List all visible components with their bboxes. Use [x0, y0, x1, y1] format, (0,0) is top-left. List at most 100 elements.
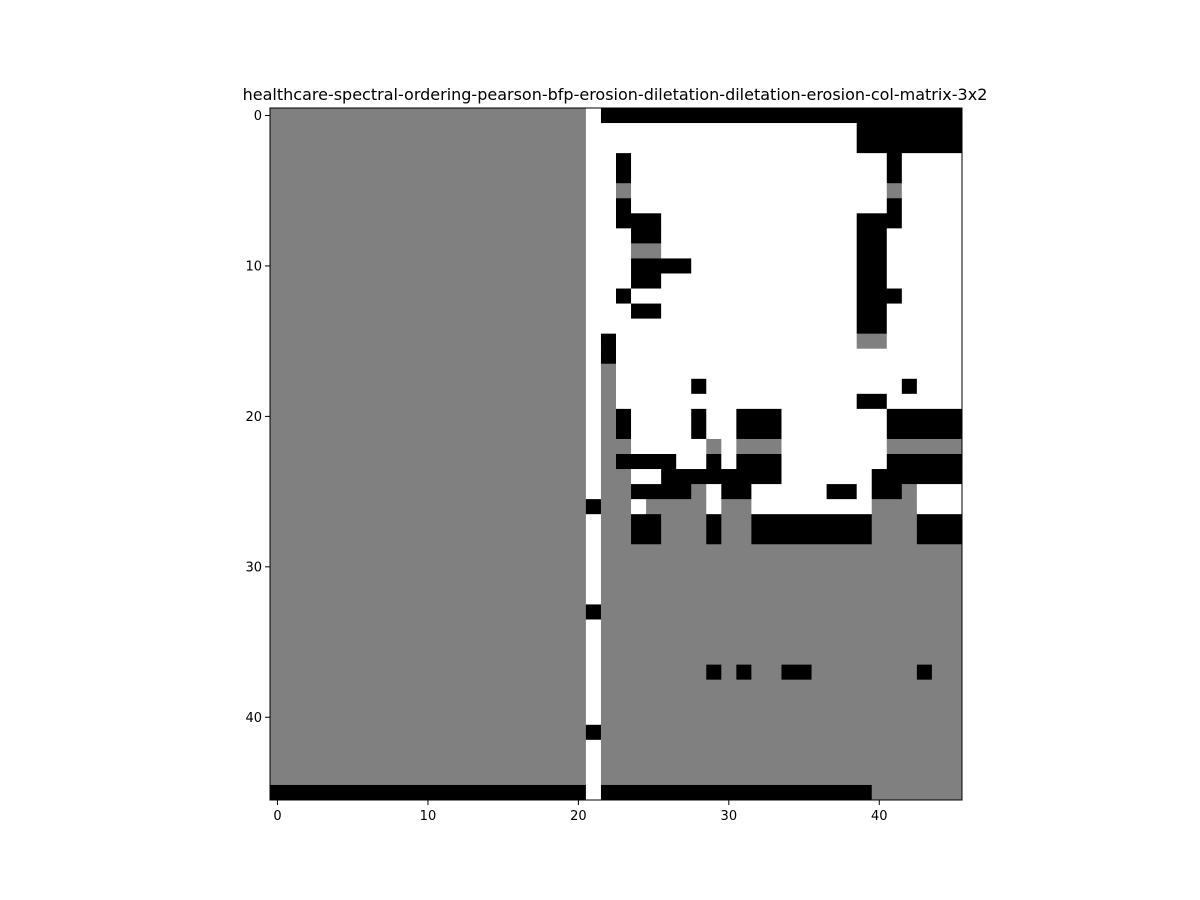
- heatmap-cell: [616, 454, 677, 469]
- heatmap-cell: [601, 499, 631, 514]
- heatmap-cell: [902, 484, 917, 499]
- heatmap-cell: [781, 409, 887, 424]
- heatmap-cell: [586, 559, 601, 574]
- heatmap-cell: [586, 544, 601, 559]
- heatmap-cell: [586, 228, 632, 243]
- heatmap-cell: [887, 198, 902, 213]
- heatmap-cell: [601, 574, 962, 589]
- heatmap-cell: [872, 499, 918, 514]
- heatmap-cell: [887, 153, 902, 168]
- chart-title: healthcare-spectral-ordering-pearson-bfp…: [243, 85, 988, 104]
- y-tick-label: 20: [245, 410, 262, 425]
- heatmap-cell: [781, 454, 887, 469]
- heatmap-cell: [270, 138, 586, 153]
- heatmap-cell: [270, 319, 586, 334]
- heatmap-cell: [857, 334, 887, 349]
- heatmap-cell: [586, 349, 601, 364]
- heatmap-cell: [857, 319, 887, 334]
- heatmap-cell: [706, 409, 736, 424]
- x-axis: 0 10 20 30 40: [273, 800, 887, 824]
- heatmap-cell: [601, 379, 616, 394]
- heatmap-cell: [902, 289, 963, 304]
- heatmap-cell: [586, 123, 857, 138]
- heatmap-cell: [616, 168, 631, 183]
- heatmap-cell: [736, 409, 782, 424]
- heatmap-cell: [887, 424, 963, 439]
- heatmap-cell: [661, 469, 782, 484]
- heatmap-cell: [586, 409, 601, 424]
- heatmap-cell: [857, 394, 887, 409]
- heatmap-cell: [586, 168, 616, 183]
- heatmap-cell: [586, 499, 601, 514]
- heatmap-cell: [616, 424, 631, 439]
- heatmap-cell: [857, 289, 903, 304]
- heatmap-cell: [601, 334, 616, 349]
- heatmap-cell: [691, 484, 706, 499]
- y-axis: 010203040: [245, 109, 270, 726]
- heatmap-cell: [721, 499, 751, 514]
- heatmap-cell: [736, 439, 782, 454]
- heatmap-cell: [270, 469, 586, 484]
- heatmap-cell: [721, 454, 736, 469]
- heatmap-cell: [616, 153, 631, 168]
- heatmap-cell: [586, 379, 601, 394]
- heatmap-cell: [601, 484, 631, 499]
- heatmap-cell: [721, 665, 736, 680]
- heatmap-cell: [586, 213, 616, 228]
- heatmap-cell: [631, 228, 661, 243]
- heatmap-cell: [586, 198, 616, 213]
- heatmap-cell: [270, 454, 586, 469]
- heatmap-cell: [781, 439, 887, 454]
- heatmap-cell: [601, 469, 631, 484]
- heatmap-cell: [887, 319, 963, 334]
- heatmap-cell: [661, 228, 857, 243]
- heatmap-cell: [270, 243, 586, 258]
- heatmap-cell: [270, 665, 586, 680]
- heatmap-cell: [706, 484, 721, 499]
- heatmap-cell: [586, 364, 601, 379]
- heatmap-cell: [616, 349, 962, 364]
- heatmap-cell: [706, 379, 902, 394]
- y-tick-label: 40: [245, 711, 262, 726]
- heatmap-cell: [857, 304, 887, 319]
- heatmap-cell: [751, 665, 781, 680]
- heatmap-cell: [270, 695, 586, 710]
- heatmap-cell: [270, 589, 586, 604]
- heatmap-cell: [616, 183, 631, 198]
- heatmap-cell: [917, 484, 963, 499]
- heatmap-cell: [706, 439, 721, 454]
- heatmap-cell: [706, 514, 721, 529]
- heatmap-cell: [270, 680, 586, 695]
- heatmap-cell: [661, 514, 707, 529]
- heatmap-cell: [270, 349, 586, 364]
- heatmap-cell: [601, 439, 631, 454]
- heatmap-cell: [676, 454, 706, 469]
- heatmap-cell: [586, 319, 857, 334]
- heatmap-cell: [601, 364, 616, 379]
- heatmap-cell: [601, 559, 962, 574]
- heatmap-cell: [872, 469, 963, 484]
- heatmap-cell: [781, 424, 887, 439]
- heatmap-cell: [661, 304, 857, 319]
- heatmap-cell: [270, 785, 586, 800]
- heatmap-cell: [270, 559, 586, 574]
- heatmap-cell: [631, 484, 692, 499]
- heatmap-cell: [586, 619, 601, 634]
- heatmap-cell: [586, 289, 616, 304]
- heatmap-cell: [691, 379, 706, 394]
- heatmap-cell: [270, 635, 586, 650]
- heatmap-cell: [872, 514, 918, 529]
- heatmap-cell: [270, 424, 586, 439]
- heatmap-cell: [586, 710, 601, 725]
- heatmap-cell: [887, 273, 963, 288]
- heatmap-cell: [270, 108, 586, 123]
- heatmap-cell: [661, 243, 857, 258]
- heatmap-cell: [887, 334, 963, 349]
- heatmap-cell: [857, 138, 963, 153]
- heatmap-cell: [270, 334, 586, 349]
- heatmap-cell: [827, 484, 857, 499]
- heatmap-cell: [857, 213, 903, 228]
- heatmap-cell: [601, 589, 962, 604]
- heatmap-cell: [586, 469, 601, 484]
